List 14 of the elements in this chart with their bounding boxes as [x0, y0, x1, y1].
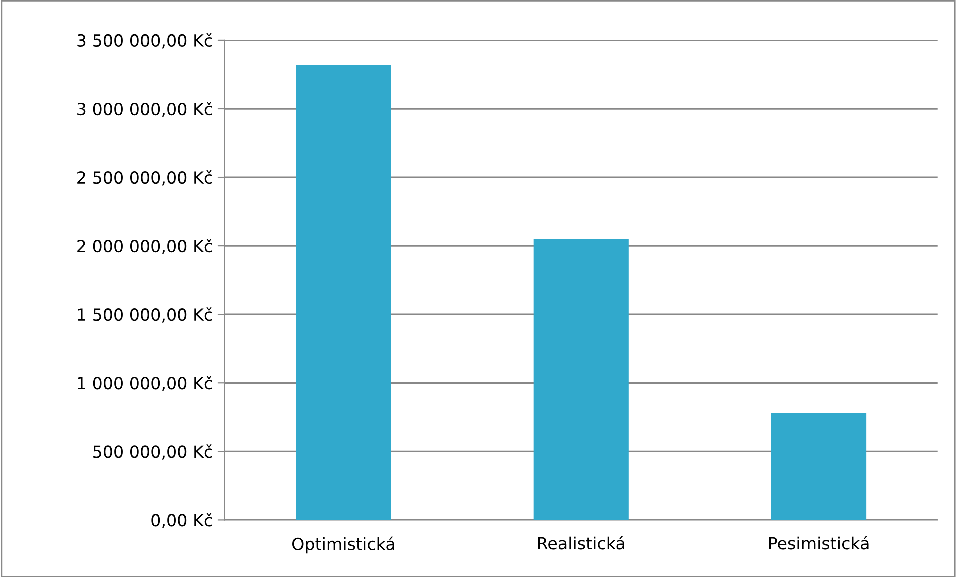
y-tick-label: 2 000 000,00 Kč: [78, 239, 212, 254]
y-tick-label: 3 500 000,00 Kč: [78, 33, 212, 49]
y-tick-label: 2 500 000,00 Kč: [78, 170, 212, 186]
x-tick-label: Optimistická: [292, 536, 394, 554]
y-tick-label: 1 500 000,00 Kč: [78, 308, 212, 323]
bar: [772, 413, 867, 520]
bar: [534, 239, 629, 520]
bar: [296, 65, 392, 520]
y-tick-label: 0,00 Kč: [152, 513, 212, 528]
y-tick-label: 1 000 000,00 Kč: [78, 376, 212, 392]
x-tick-label: Realistická: [538, 536, 624, 550]
y-tick-label: 3 000 000,00 Kč: [78, 102, 212, 118]
y-tick-label: 500 000,00 Kč: [94, 444, 212, 460]
x-tick-label: Pesimistická: [769, 536, 869, 550]
